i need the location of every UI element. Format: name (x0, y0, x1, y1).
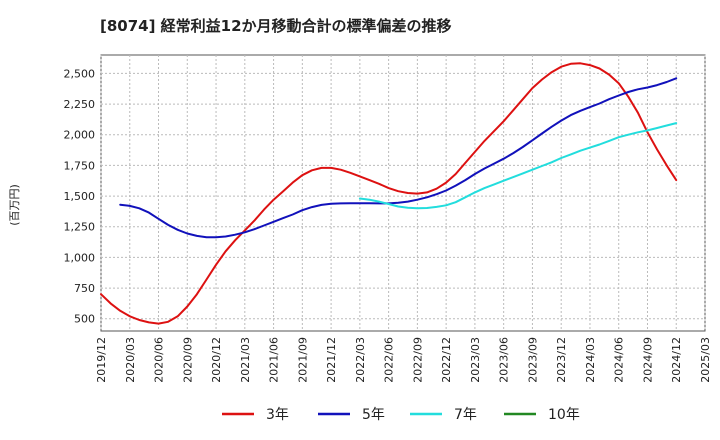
x-tick-label: 2022/06 (383, 337, 396, 383)
x-tick-label: 2021/09 (296, 337, 309, 383)
series-line-1 (100, 62, 678, 325)
y-tick-label: 1,500 (64, 190, 96, 203)
x-tick-label: 2023/06 (498, 337, 511, 383)
x-tick-label: 2022/12 (440, 337, 453, 383)
x-tick-label: 2019/12 (95, 337, 108, 383)
y-tick-label: 2,250 (64, 98, 96, 111)
x-tick-label: 2020/06 (153, 337, 166, 383)
x-tick-label: 2023/03 (469, 337, 482, 383)
x-tick-label: 2024/12 (670, 337, 683, 383)
x-tick-label: 2024/09 (641, 337, 654, 383)
x-tick-label: 2020/03 (124, 337, 137, 383)
y-tick-label: 500 (74, 313, 95, 326)
x-tick-label: 2020/09 (181, 337, 194, 383)
x-tick-label: 2022/03 (354, 337, 367, 383)
y-tick-label: 750 (74, 282, 95, 295)
x-tick-label: 2021/06 (268, 337, 281, 383)
legend: 3年 5年 7年 10年 (222, 407, 580, 423)
x-tick-label: 2024/06 (613, 337, 626, 383)
x-tick-label: 2021/12 (325, 337, 338, 383)
x-tick-label: 2022/09 (411, 337, 424, 383)
x-tick-label: 2021/03 (239, 337, 252, 383)
legend-label-4: 10年 (548, 407, 580, 423)
legend-label-1: 3年 (266, 407, 289, 423)
y-tick-label: 1,750 (64, 159, 96, 172)
y-tick-label: 2,500 (64, 67, 96, 80)
legend-label-3: 7年 (454, 407, 477, 423)
y-ticks: 500 750 1,000 1,250 1,500 1,750 2,000 2,250 2,50… (64, 67, 96, 325)
series-line-3 (358, 122, 678, 210)
x-ticks: 2019/12 2020/03 2020/06 2020/09 2020/12 2021/… (95, 337, 712, 383)
y-tick-label: 2,000 (64, 129, 96, 142)
x-tick-label: 2024/03 (584, 337, 597, 383)
series-line-2 (119, 77, 678, 239)
x-tick-label: 2020/12 (210, 337, 223, 383)
x-tick-label: 2023/09 (526, 337, 539, 383)
legend-label-2: 5年 (362, 407, 385, 423)
x-tick-label: 2025/03 (699, 337, 712, 383)
y-tick-label: 1,000 (64, 251, 96, 264)
y-axis-label: (百万円) (8, 184, 21, 226)
x-tick-label: 2023/12 (555, 337, 568, 383)
y-tick-label: 1,250 (64, 221, 96, 234)
series-lines (100, 62, 678, 325)
chart-title: [8074] 経常利益12か月移動合計の標準偏差の推移 (100, 17, 452, 35)
